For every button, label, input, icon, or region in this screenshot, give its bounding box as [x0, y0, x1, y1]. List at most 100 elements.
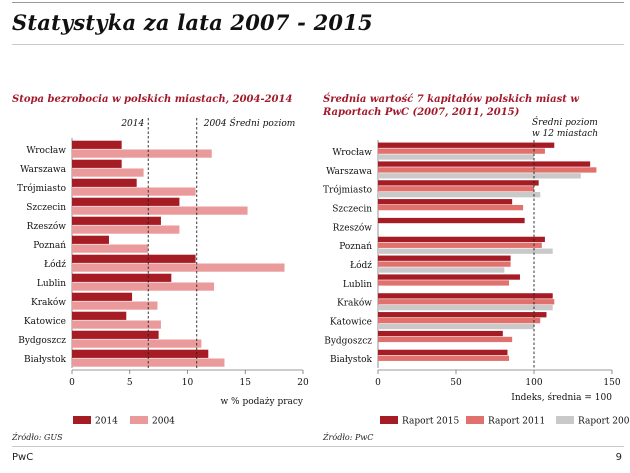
x-axis-label: Indeks, średnia = 100	[511, 392, 612, 403]
bar-5-2	[378, 248, 553, 254]
bar-0-1	[378, 148, 545, 154]
source-left: Źródło: GUS	[12, 433, 63, 442]
bar-1-1	[72, 168, 144, 177]
top-rule	[12, 2, 624, 3]
bar-8-1	[378, 299, 555, 305]
bar-4-1	[72, 225, 180, 234]
bar-11-1	[378, 355, 510, 361]
category-label-11: Białystok	[24, 355, 67, 365]
bar-8-2	[378, 305, 553, 311]
category-label-11: Białystok	[330, 355, 373, 365]
bar-3-1	[72, 206, 248, 215]
chart-title-right: Średnia wartość 7 kapitałów polskich mia…	[323, 94, 579, 118]
bar-4-0	[378, 217, 525, 224]
legend-label-1: 2004	[152, 417, 175, 427]
bar-7-0	[72, 273, 172, 282]
category-label-4: Rzeszów	[27, 221, 67, 232]
category-label-9: Katowice	[330, 317, 372, 327]
category-label-0: Wrocław	[332, 148, 372, 158]
category-label-3: Szczecin	[332, 204, 372, 214]
bar-1-2	[378, 173, 581, 179]
legend-swatch-0	[380, 416, 398, 424]
category-label-10: Bydgoszcz	[324, 336, 372, 346]
category-label-6: Łódź	[350, 260, 372, 271]
brand-logo: PwC	[12, 452, 34, 463]
bar-5-1	[72, 244, 149, 253]
category-label-8: Kraków	[31, 297, 66, 308]
bar-8-1	[72, 301, 158, 310]
bar-2-1	[72, 187, 196, 196]
bar-6-1	[378, 261, 511, 267]
category-label-4: Rzeszów	[333, 222, 373, 233]
category-label-5: Poznań	[339, 241, 372, 252]
bar-6-1	[72, 263, 285, 272]
bar-9-0	[72, 311, 127, 320]
bar-7-1	[72, 282, 215, 291]
category-label-0: Wrocław	[26, 146, 66, 156]
reference-label-0: 2014	[120, 119, 144, 129]
footer-rule	[12, 446, 624, 447]
bar-11-0	[72, 349, 209, 358]
bar-9-1	[378, 317, 541, 324]
title-divider	[12, 44, 624, 45]
bar-2-1	[378, 186, 534, 192]
bar-1-0	[378, 161, 591, 167]
x-tick-label-1: 50	[450, 378, 462, 388]
bar-10-0	[72, 330, 159, 339]
bar-6-0	[378, 255, 511, 261]
legend-label-0: 2014	[95, 417, 118, 427]
x-tick-label-4: 20	[297, 378, 309, 388]
reference-label-0: Średni poziom	[532, 116, 598, 128]
category-label-1: Warszawa	[20, 165, 67, 175]
x-tick-label-2: 100	[525, 378, 542, 388]
bar-10-1	[72, 339, 202, 348]
x-tick-label-2: 10	[182, 378, 194, 388]
category-label-3: Szczecin	[26, 203, 66, 213]
bar-10-1	[378, 336, 513, 343]
bar-6-2	[378, 267, 505, 273]
bar-3-0	[378, 199, 513, 205]
legend-swatch-1	[466, 416, 484, 424]
bar-0-0	[378, 142, 555, 148]
x-tick-label-3: 15	[240, 378, 252, 388]
bar-1-0	[72, 159, 122, 168]
bar-3-1	[378, 204, 524, 211]
category-label-5: Poznań	[33, 240, 66, 251]
reference-label-1: 2004 Średni poziom	[203, 117, 296, 129]
bar-7-0	[378, 274, 520, 280]
bar-5-0	[378, 236, 545, 243]
category-label-2: Trójmiasto	[323, 185, 372, 196]
x-tick-label-0: 0	[69, 378, 75, 388]
legend-swatch-0	[73, 416, 91, 424]
legend-label-0: Raport 2015	[402, 417, 459, 427]
category-label-7: Lublin	[343, 280, 372, 290]
x-axis-label: w % podaży pracy	[220, 397, 303, 407]
reference-label-0-1: w 12 miastach	[532, 129, 598, 139]
category-label-8: Kraków	[337, 298, 372, 309]
bar-9-1	[72, 320, 161, 329]
page-number: 9	[615, 452, 622, 463]
bar-2-0	[378, 180, 539, 186]
bar-9-2	[378, 323, 534, 330]
source-right: Źródło: PwC	[323, 433, 374, 442]
category-label-6: Łódź	[44, 259, 66, 270]
x-tick-label-1: 5	[127, 378, 133, 388]
bar-6-0	[72, 254, 196, 263]
bar-8-0	[378, 293, 553, 299]
bar-1-1	[378, 167, 597, 173]
bar-2-2	[378, 192, 541, 198]
bar-5-1	[378, 242, 542, 248]
page-title: Statystyka za lata 2007 - 2015	[12, 10, 373, 35]
chart-title-left: Stopa bezrobocia w polskich miastach, 20…	[12, 94, 293, 105]
bar-7-1	[378, 280, 510, 286]
bar-4-0	[72, 216, 161, 225]
legend-label-1: Raport 2011	[488, 417, 545, 427]
bar-9-0	[378, 312, 547, 318]
x-tick-label-3: 150	[603, 378, 620, 388]
bar-3-0	[72, 197, 180, 206]
x-tick-label-0: 0	[375, 378, 381, 388]
legend-swatch-1	[130, 416, 148, 424]
bar-5-0	[72, 235, 109, 244]
